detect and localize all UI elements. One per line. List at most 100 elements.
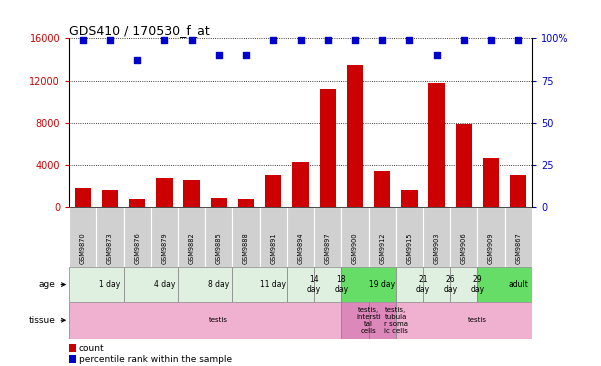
Text: 29
day: 29 day	[471, 275, 484, 294]
Bar	[341, 302, 368, 339]
Text: GSM9876: GSM9876	[134, 232, 140, 264]
Bar	[178, 207, 205, 267]
Text: GDS410 / 170530_f_at: GDS410 / 170530_f_at	[69, 24, 210, 37]
Text: GSM9873: GSM9873	[107, 232, 113, 264]
Point	[513, 37, 523, 43]
Bar	[129, 199, 145, 207]
Point	[296, 37, 305, 43]
Bar	[151, 207, 178, 267]
Bar	[233, 267, 287, 302]
Bar	[260, 207, 287, 267]
Bar	[69, 302, 341, 339]
Text: 1 day: 1 day	[99, 280, 121, 289]
Text: GSM9885: GSM9885	[216, 232, 222, 264]
Bar	[69, 207, 96, 267]
Bar	[287, 207, 314, 267]
Text: GSM9909: GSM9909	[488, 233, 494, 264]
Bar	[320, 89, 336, 207]
Text: GSM9888: GSM9888	[243, 232, 249, 264]
Text: GSM9903: GSM9903	[433, 233, 439, 264]
Bar	[423, 207, 450, 267]
Bar	[396, 267, 423, 302]
Bar	[314, 207, 341, 267]
Bar	[265, 175, 281, 207]
Text: testis: testis	[468, 317, 487, 323]
Text: count: count	[79, 344, 105, 353]
Bar	[341, 267, 396, 302]
Bar	[477, 267, 532, 302]
Point	[404, 37, 414, 43]
Point	[459, 37, 469, 43]
Bar	[477, 207, 505, 267]
Point	[377, 37, 387, 43]
Bar	[401, 190, 418, 207]
Text: GSM9897: GSM9897	[325, 232, 331, 264]
Text: GSM9900: GSM9900	[352, 232, 358, 264]
Text: GSM9915: GSM9915	[406, 233, 412, 264]
Bar	[124, 267, 178, 302]
Bar	[423, 267, 450, 302]
Text: GSM9891: GSM9891	[270, 233, 276, 264]
Bar	[69, 267, 124, 302]
Text: tissue: tissue	[29, 316, 65, 325]
Point	[78, 37, 88, 43]
Text: adult: adult	[508, 280, 528, 289]
Text: 4 day: 4 day	[154, 280, 175, 289]
Text: 8 day: 8 day	[208, 280, 230, 289]
Bar	[314, 267, 341, 302]
Bar	[156, 178, 172, 207]
Bar	[368, 302, 396, 339]
Text: age: age	[38, 280, 65, 289]
Bar	[374, 171, 390, 207]
Text: 19 day: 19 day	[369, 280, 395, 289]
Bar	[287, 267, 314, 302]
Text: GSM9870: GSM9870	[80, 232, 86, 264]
Bar	[183, 180, 200, 207]
Text: 11 day: 11 day	[260, 280, 286, 289]
Bar	[450, 207, 477, 267]
Text: GSM9879: GSM9879	[162, 232, 168, 264]
Text: 14
day: 14 day	[307, 275, 321, 294]
Bar	[205, 207, 233, 267]
Point	[486, 37, 496, 43]
Point	[214, 52, 224, 58]
Text: GSM9867: GSM9867	[515, 232, 521, 264]
Bar	[456, 124, 472, 207]
Text: 18
day: 18 day	[334, 275, 349, 294]
Bar	[347, 65, 363, 207]
Point	[241, 52, 251, 58]
Text: GSM9906: GSM9906	[461, 232, 467, 264]
Bar	[510, 175, 526, 207]
Bar	[75, 188, 91, 207]
Point	[350, 37, 360, 43]
Bar	[368, 207, 396, 267]
Text: GSM9912: GSM9912	[379, 233, 385, 264]
Bar	[292, 161, 309, 207]
Bar	[238, 199, 254, 207]
Bar	[102, 190, 118, 207]
Text: percentile rank within the sample: percentile rank within the sample	[79, 355, 232, 364]
Text: 21
day: 21 day	[416, 275, 430, 294]
Text: testis,
intersti
tal
cells: testis, intersti tal cells	[356, 307, 381, 334]
Point	[432, 52, 441, 58]
Bar	[396, 302, 532, 339]
Bar	[211, 198, 227, 207]
Bar	[505, 207, 532, 267]
Point	[187, 37, 197, 43]
Bar	[450, 267, 477, 302]
Bar	[396, 207, 423, 267]
Bar	[341, 207, 368, 267]
Text: GSM9894: GSM9894	[297, 232, 304, 264]
Bar	[96, 207, 124, 267]
Point	[132, 57, 142, 63]
Text: testis: testis	[209, 317, 228, 323]
Point	[323, 37, 332, 43]
Bar	[178, 267, 233, 302]
Point	[105, 37, 115, 43]
Point	[269, 37, 278, 43]
Bar	[124, 207, 151, 267]
Point	[160, 37, 169, 43]
Bar	[483, 158, 499, 207]
Text: 26
day: 26 day	[443, 275, 457, 294]
Text: testis,
tubula
r soma
ic cells: testis, tubula r soma ic cells	[384, 307, 407, 334]
